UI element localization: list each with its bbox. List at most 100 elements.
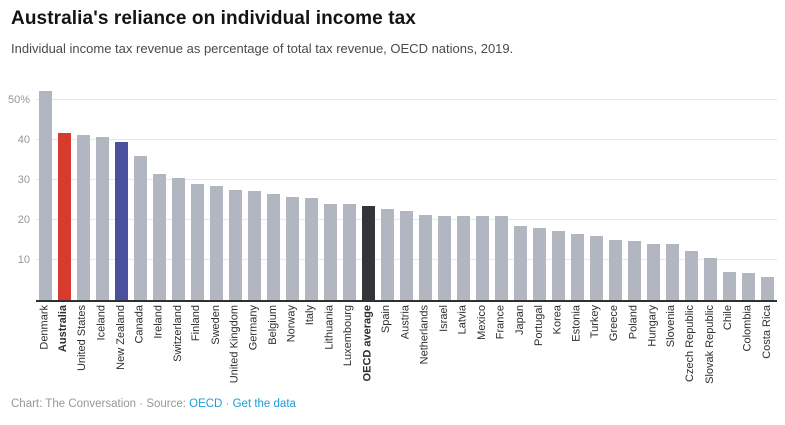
bar-slot: Spain xyxy=(378,88,397,333)
bar-label: Norway xyxy=(285,305,298,343)
bar-slot: Ireland xyxy=(150,88,169,339)
bar-belgium xyxy=(266,194,280,300)
bar-slot: Australia xyxy=(55,88,74,352)
y-tick-label: 50% xyxy=(7,94,30,106)
bar-slot: Switzerland xyxy=(169,88,188,362)
bar-slot: Luxembourg xyxy=(340,88,359,366)
bar-norway xyxy=(285,197,299,300)
bar-label: Denmark xyxy=(38,305,51,350)
bar-slot: France xyxy=(492,88,511,339)
bar-slot: Germany xyxy=(245,88,264,350)
bar-finland xyxy=(190,184,204,300)
bar-denmark xyxy=(38,91,52,300)
bar-oecd-average xyxy=(361,206,375,300)
bar-label: Slovak Republic xyxy=(703,305,716,384)
footer-source-label: Source: xyxy=(146,398,190,410)
bar-switzerland xyxy=(171,178,185,300)
bar-label: Lithuania xyxy=(323,305,336,350)
bar-slot: Denmark xyxy=(36,88,55,350)
bar-slot: Costa Rica xyxy=(758,88,777,359)
bar-slot: Israel xyxy=(435,88,454,332)
bar-austria xyxy=(399,210,413,300)
bar-slot: Greece xyxy=(606,88,625,341)
bar-slot: Finland xyxy=(188,88,207,341)
bar-canada xyxy=(133,156,147,300)
bar-slot: Slovak Republic xyxy=(701,88,720,384)
bar-united-kingdom xyxy=(228,190,242,300)
bar-spain xyxy=(380,209,394,300)
bar-label: Ireland xyxy=(152,305,165,339)
bar-slot: Mexico xyxy=(473,88,492,340)
bar-italy xyxy=(304,198,318,300)
source-link[interactable]: OECD xyxy=(189,398,223,410)
bar-slot: Czech Republic xyxy=(682,88,701,382)
bar-france xyxy=(494,216,508,300)
bar-label: Colombia xyxy=(741,305,754,352)
bar-label: Israel xyxy=(437,305,450,332)
bar-slot: Norway xyxy=(283,88,302,342)
y-axis: 10 20 30 40 50% xyxy=(0,88,30,300)
bar-slot: Japan xyxy=(511,88,530,335)
bar-slot: Sweden xyxy=(207,88,226,345)
bar-label: Poland xyxy=(627,305,640,340)
bar-slot: Latvia xyxy=(454,88,473,334)
bar-label: France xyxy=(494,305,507,340)
bar-estonia xyxy=(570,234,584,300)
bar-latvia xyxy=(456,216,470,300)
bar-label: Sweden xyxy=(209,305,222,345)
bar-slot: New Zealand xyxy=(112,88,131,370)
bar-slot: Netherlands xyxy=(416,88,435,364)
bar-label: Mexico xyxy=(475,305,488,340)
bar-slot: Austria xyxy=(397,88,416,339)
plot-area: Denmark Australia United States Iceland New … xyxy=(36,88,777,384)
bar-hungary xyxy=(646,243,660,300)
bar-netherlands xyxy=(418,215,432,300)
bar-label: Iceland xyxy=(95,305,108,341)
bar-label: Turkey xyxy=(589,305,602,339)
bar-label: Austria xyxy=(399,305,412,340)
bar-new-zealand xyxy=(114,142,128,300)
footer-separator: · xyxy=(136,398,147,410)
bar-slot: Hungary xyxy=(644,88,663,347)
y-tick-label: 40 xyxy=(17,134,30,146)
bar-slot: Korea xyxy=(549,88,568,334)
bar-label: Canada xyxy=(133,305,146,344)
page-subtitle: Individual income tax revenue as percent… xyxy=(11,41,514,56)
bar-chile xyxy=(722,272,736,300)
bar-label: OECD average xyxy=(361,305,374,382)
bar-label: Czech Republic xyxy=(684,305,697,383)
bar-united-states xyxy=(76,135,90,300)
bar-label: Costa Rica xyxy=(760,305,773,359)
bar-slot: Portugal xyxy=(530,88,549,346)
bar-label: Belgium xyxy=(266,305,279,345)
bar-slot: Turkey xyxy=(587,88,606,338)
bar-luxembourg xyxy=(342,204,356,300)
bar-label: Slovenia xyxy=(665,305,678,348)
get-data-link[interactable]: Get the data xyxy=(232,398,296,410)
bar-label: Luxembourg xyxy=(342,305,355,367)
bar-slot: Estonia xyxy=(568,88,587,342)
bar-poland xyxy=(627,240,641,300)
bar-label: Japan xyxy=(513,305,526,335)
bar-portugal xyxy=(532,228,546,300)
bar-korea xyxy=(551,230,565,300)
bar-label: Korea xyxy=(551,305,564,335)
bar-label: New Zealand xyxy=(114,305,127,370)
bar-label: Portugal xyxy=(532,305,545,346)
bar-colombia xyxy=(741,272,755,300)
bar-iceland xyxy=(95,136,109,300)
bar-label: Chile xyxy=(722,305,735,331)
bar-slot: Italy xyxy=(302,88,321,325)
bar-japan xyxy=(513,226,527,300)
footer-separator: · xyxy=(222,398,233,410)
bar-label: Switzerland xyxy=(171,305,184,362)
bar-slot: Belgium xyxy=(264,88,283,345)
y-tick-label: 20 xyxy=(17,214,30,226)
bar-slovenia xyxy=(665,243,679,300)
bar-australia xyxy=(57,132,71,300)
bar-sweden xyxy=(209,186,223,300)
y-tick-label: 10 xyxy=(17,254,30,266)
bar-israel xyxy=(437,216,451,300)
bar-czech-republic xyxy=(684,251,698,300)
